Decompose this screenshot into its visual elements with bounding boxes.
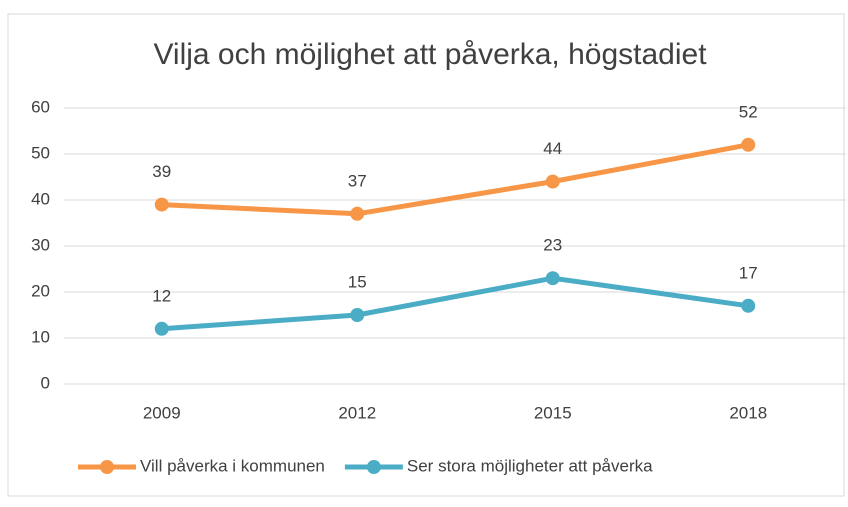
y-tick-label: 20 <box>31 281 50 300</box>
chart-title: Vilja och möjlighet att påverka, högstad… <box>153 38 707 71</box>
data-point <box>741 137 756 152</box>
legend-label: Ser stora möjligheter att påverka <box>407 456 653 475</box>
data-label: 37 <box>348 171 367 190</box>
data-point <box>545 271 560 286</box>
y-tick-label: 0 <box>41 373 50 392</box>
legend-label: Vill påverka i kommunen <box>140 456 325 475</box>
x-tick-label: 2009 <box>143 403 181 422</box>
x-tick-label: 2012 <box>338 403 376 422</box>
data-point <box>545 174 560 189</box>
series-line <box>159 275 751 332</box>
data-label: 15 <box>348 272 367 291</box>
x-tick-label: 2018 <box>729 403 767 422</box>
y-tick-label: 30 <box>31 235 50 254</box>
chart-frame <box>7 13 845 497</box>
data-label: 44 <box>543 139 562 158</box>
data-label: 23 <box>543 236 562 255</box>
data-point <box>154 321 169 336</box>
data-point <box>350 206 365 221</box>
y-tick-label: 60 <box>31 97 50 116</box>
y-tick-label: 50 <box>31 143 50 162</box>
y-tick-label: 40 <box>31 189 50 208</box>
legend-marker <box>100 460 114 474</box>
data-point <box>154 197 169 212</box>
x-tick-label: 2015 <box>534 403 572 422</box>
y-tick-label: 10 <box>31 327 50 346</box>
data-label: 39 <box>152 162 171 181</box>
data-point <box>741 298 756 313</box>
data-label: 52 <box>739 102 758 121</box>
data-label: 17 <box>739 263 758 282</box>
legend-marker <box>366 460 381 474</box>
series-line <box>159 142 751 217</box>
data-label: 12 <box>152 286 171 305</box>
data-point <box>350 308 365 322</box>
